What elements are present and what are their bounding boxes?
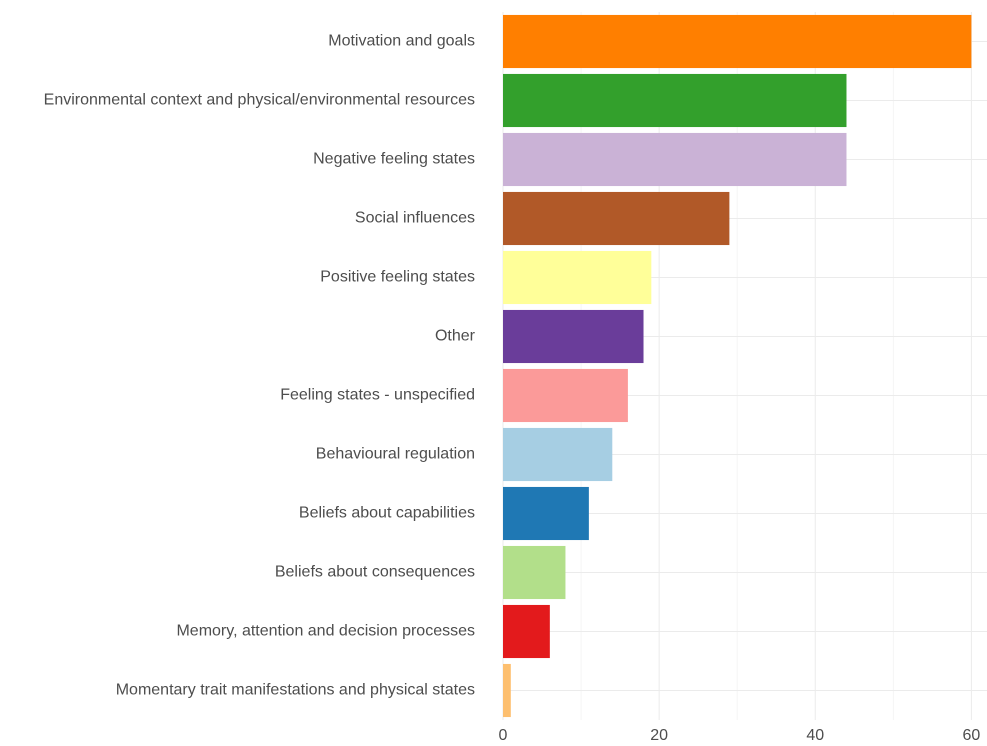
bar xyxy=(503,427,613,482)
bar xyxy=(503,663,511,718)
bar xyxy=(503,604,550,659)
x-tick-label: 20 xyxy=(650,727,668,744)
category-label: Negative feeling states xyxy=(313,151,475,168)
category-label: Positive feeling states xyxy=(320,269,475,286)
bar xyxy=(503,545,566,600)
bar xyxy=(503,250,652,305)
x-axis-tick-labels: 0 20 40 60 xyxy=(499,727,981,744)
category-label: Motivation and goals xyxy=(328,33,475,50)
category-label: Memory, attention and decision processes xyxy=(176,623,475,640)
category-label: Other xyxy=(435,328,476,345)
category-label: Beliefs about consequences xyxy=(275,564,475,581)
bar xyxy=(503,14,972,69)
category-label: Behavioural regulation xyxy=(316,446,475,463)
x-tick-label: 40 xyxy=(806,727,824,744)
bars xyxy=(503,14,972,718)
bar xyxy=(503,73,847,128)
category-label: Momentary trait manifestations and physi… xyxy=(116,682,475,699)
bar xyxy=(503,486,589,541)
category-label: Beliefs about capabilities xyxy=(299,505,475,522)
category-label: Social influences xyxy=(355,210,475,227)
category-label: Feeling states - unspecified xyxy=(280,387,475,404)
category-labels: Motivation and goals Environmental contex… xyxy=(44,33,476,699)
category-label: Environmental context and physical/envir… xyxy=(44,92,475,109)
bar xyxy=(503,309,644,364)
bar xyxy=(503,132,847,187)
bar xyxy=(503,191,730,246)
x-tick-label: 0 xyxy=(499,727,508,744)
bar xyxy=(503,368,628,423)
x-tick-label: 60 xyxy=(962,727,980,744)
